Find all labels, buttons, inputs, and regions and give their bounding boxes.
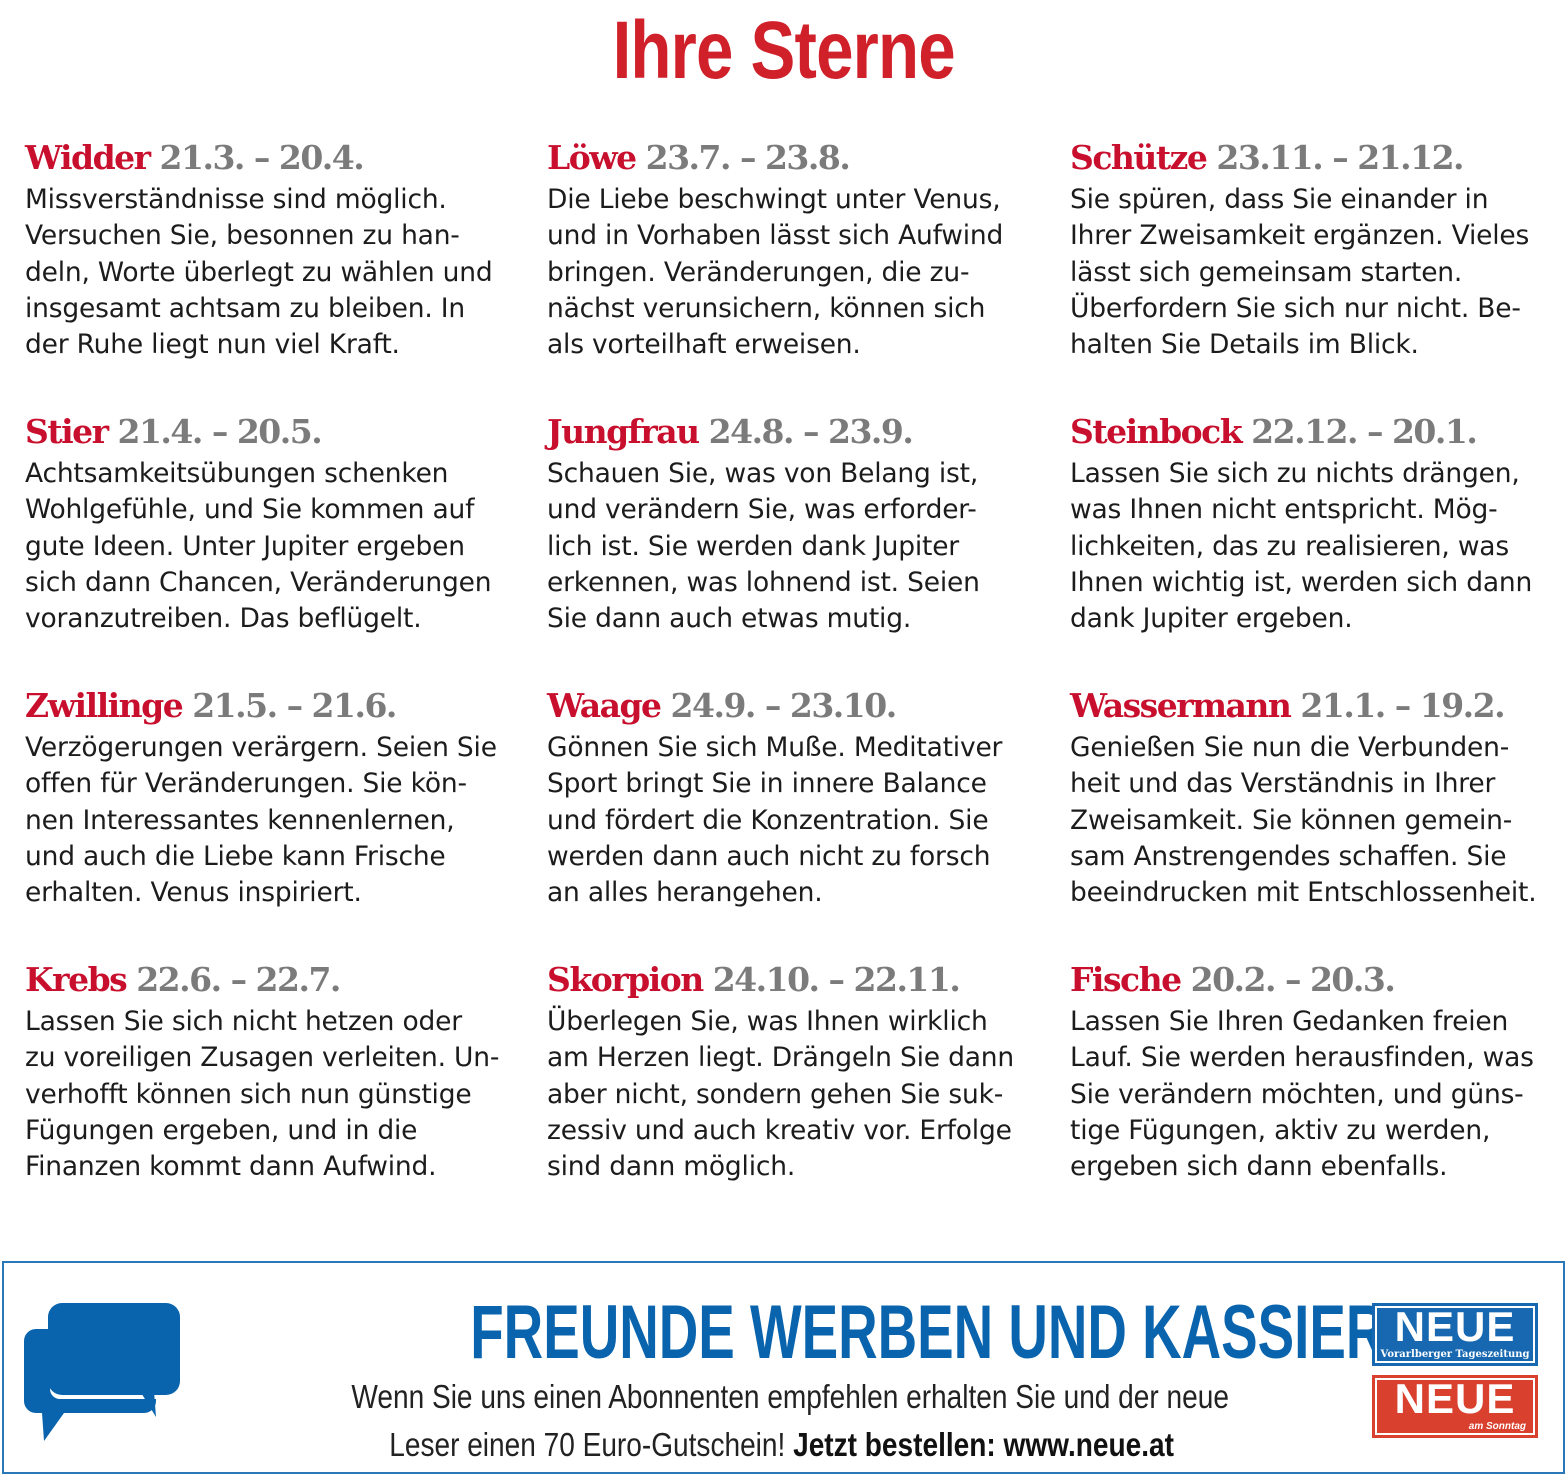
logo-text: NEUE: [1394, 1303, 1516, 1350]
sign-löwe: Löwe 23.7. – 23.8. Die Liebe beschwingt u…: [547, 138, 1077, 363]
sign-heading: Fische 20.2. – 20.3.: [1070, 960, 1567, 1000]
subscription-ad[interactable]: FREUNDE WERBEN UND KASSIEREN! Wenn Sie u…: [2, 1261, 1565, 1474]
sign-heading: Steinbock 22.12. – 20.1.: [1070, 412, 1567, 452]
logo-subtitle: am Sonntag: [1468, 1421, 1526, 1432]
sign-dates: 24.10. – 22.11.: [712, 960, 961, 999]
sign-krebs: Krebs 22.6. – 22.7. Lassen Sie sich nicht…: [25, 960, 555, 1185]
sign-jungfrau: Jungfrau 24.8. – 23.9. Schauen Sie, was v…: [547, 412, 1077, 637]
sign-waage: Waage 24.9. – 23.10. Gönnen Sie sich Muße…: [547, 686, 1077, 911]
sign-text: Verzögerungen verärgern. Seien Sie offen…: [25, 732, 497, 909]
sign-dates: 20.2. – 20.3.: [1190, 960, 1396, 999]
sign-text: Gönnen Sie sich Muße. Meditativer Sport …: [547, 732, 1003, 909]
sign-text: Lassen Sie sich nicht hetzen oder zu vor…: [25, 1006, 500, 1183]
sign-name: Schütze: [1070, 138, 1208, 177]
speech-bubbles-icon: [24, 1303, 180, 1441]
sign-heading: Wassermann 21.1. – 19.2.: [1070, 686, 1567, 726]
sign-fische: Fische 20.2. – 20.3. Lassen Sie Ihren Ged…: [1070, 960, 1567, 1185]
sign-text: Genießen Sie nun die Verbunden- heit und…: [1070, 732, 1537, 909]
ad-cta-link[interactable]: Jetzt bestellen: www.neue.at: [793, 1426, 1174, 1463]
sign-heading: Löwe 23.7. – 23.8.: [547, 138, 1077, 178]
ad-headline: FREUNDE WERBEN UND KASSIEREN!: [274, 1289, 1479, 1376]
sign-name: Jungfrau: [547, 412, 700, 451]
logo-subtitle: Vorarlberger Tageszeitung: [1380, 1349, 1530, 1360]
ad-line-2-text: Leser einen 70 Euro-Gutschein!: [389, 1426, 786, 1463]
sign-name: Stier: [25, 412, 109, 451]
sign-text: Überlegen Sie, was Ihnen wirklich am Her…: [547, 1006, 1014, 1183]
sign-name: Steinbock: [1070, 412, 1243, 451]
ad-headline-text: FREUNDE WERBEN UND KASSIEREN!: [470, 1290, 1480, 1375]
page-title-text: Ihre Sterne: [612, 5, 955, 96]
neue-tageszeitung-logo[interactable]: NEUE Vorarlberger Tageszeitung: [1372, 1303, 1538, 1366]
ad-line-2: Leser einen 70 Euro-Gutschein! Jetzt bes…: [389, 1421, 1174, 1469]
sign-heading: Waage 24.9. – 23.10.: [547, 686, 1077, 726]
sign-wassermann: Wassermann 21.1. – 19.2. Genießen Sie nun…: [1070, 686, 1567, 911]
sign-name: Löwe: [547, 138, 637, 177]
sign-stier: Stier 21.4. – 20.5. Achtsamkeitsübungen s…: [25, 412, 555, 637]
sign-name: Waage: [547, 686, 662, 725]
ad-line-1: Wenn Sie uns einen Abonnenten empfehlen …: [351, 1378, 1229, 1415]
sign-heading: Skorpion 24.10. – 22.11.: [547, 960, 1077, 1000]
sign-heading: Jungfrau 24.8. – 23.9.: [547, 412, 1077, 452]
sign-text: Sie spüren, dass Sie einander in Ihrer Z…: [1070, 184, 1530, 361]
sign-skorpion: Skorpion 24.10. – 22.11. Überlegen Sie, w…: [547, 960, 1077, 1185]
sign-dates: 21.5. – 21.6.: [192, 686, 397, 725]
sign-name: Fische: [1070, 960, 1182, 999]
sign-text: Schauen Sie, was von Belang ist, und ver…: [547, 458, 980, 635]
sign-text: Achtsamkeitsübungen schenken Wohlgefühle…: [25, 458, 492, 635]
sign-heading: Schütze 23.11. – 21.12.: [1070, 138, 1567, 178]
sign-dates: 21.1. – 19.2.: [1300, 686, 1505, 725]
sign-dates: 21.4. – 20.5.: [117, 412, 323, 451]
sign-dates: 22.12. – 20.1.: [1251, 412, 1478, 451]
sign-dates: 22.6. – 22.7.: [136, 960, 341, 999]
sign-dates: 21.3. – 20.4.: [159, 138, 365, 177]
sign-heading: Widder 21.3. – 20.4.: [25, 138, 555, 178]
sign-text: Missverständnisse sind möglich. Versuche…: [25, 184, 493, 361]
sign-schütze: Schütze 23.11. – 21.12. Sie spüren, dass …: [1070, 138, 1567, 363]
sign-dates: 24.8. – 23.9.: [708, 412, 914, 451]
sign-widder: Widder 21.3. – 20.4. Missverständnisse si…: [25, 138, 555, 363]
sign-name: Skorpion: [547, 960, 704, 999]
neue-am-sonntag-logo[interactable]: NEUE am Sonntag: [1372, 1375, 1538, 1438]
sign-dates: 24.9. – 23.10.: [670, 686, 898, 725]
sign-heading: Zwillinge 21.5. – 21.6.: [25, 686, 555, 726]
sign-text: Die Liebe beschwingt unter Venus, und in…: [547, 184, 1004, 361]
sign-text: Lassen Sie sich zu nichts drängen, was I…: [1070, 458, 1533, 635]
sign-name: Zwillinge: [25, 686, 184, 725]
ad-body: Wenn Sie uns einen Abonnenten empfehlen …: [274, 1373, 1289, 1469]
sign-name: Wassermann: [1070, 686, 1292, 725]
logo-text: NEUE: [1394, 1375, 1516, 1422]
sign-name: Widder: [25, 138, 151, 177]
sign-heading: Krebs 22.6. – 22.7.: [25, 960, 555, 1000]
sign-steinbock: Steinbock 22.12. – 20.1. Lassen Sie sich …: [1070, 412, 1567, 637]
sign-text: Lassen Sie Ihren Gedanken freien Lauf. S…: [1070, 1006, 1534, 1183]
sign-zwillinge: Zwillinge 21.5. – 21.6. Verzögerungen ver…: [25, 686, 555, 911]
sign-heading: Stier 21.4. – 20.5.: [25, 412, 555, 452]
sign-dates: 23.11. – 21.12.: [1216, 138, 1464, 177]
sign-dates: 23.7. – 23.8.: [645, 138, 851, 177]
sign-name: Krebs: [25, 960, 128, 999]
page-title: Ihre Sterne: [0, 4, 1567, 98]
